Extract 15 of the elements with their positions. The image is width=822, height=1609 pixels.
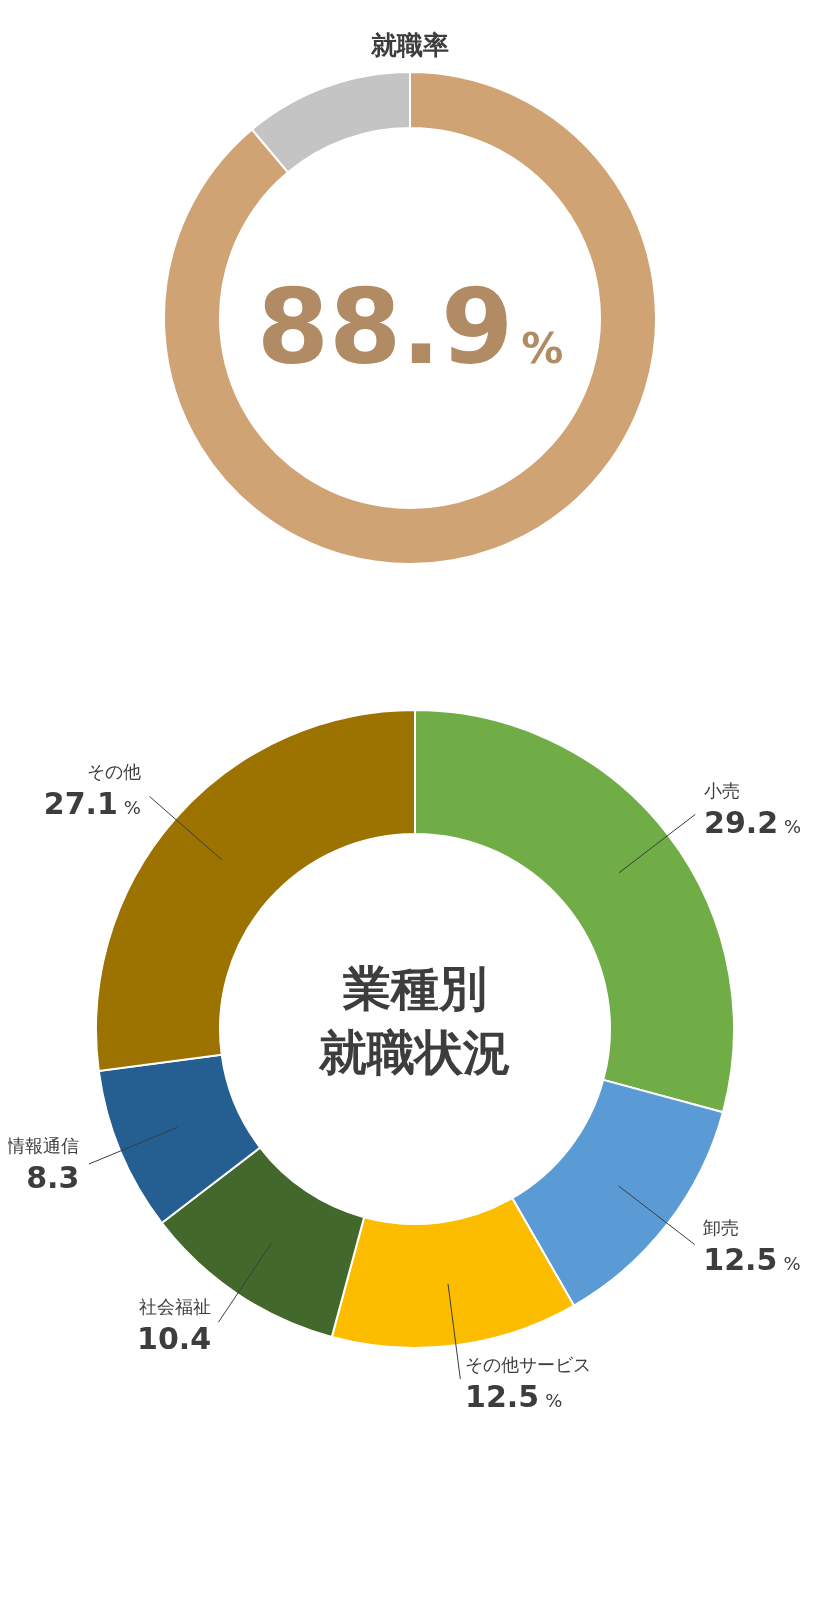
- text: 業種別就職状況: [318, 960, 511, 1080]
- slice-label: 小売: [704, 779, 741, 801]
- chart-title: 就職率: [370, 30, 449, 60]
- donut-slice: [163, 71, 657, 565]
- data-label: 12.5%: [465, 1379, 563, 1415]
- slice-label: その他: [86, 761, 141, 783]
- slice-label: 社会福祉: [139, 1296, 212, 1318]
- data-label: 8.3: [26, 1160, 80, 1196]
- data-label: 10.4: [137, 1321, 212, 1357]
- data-label: 27.1%: [43, 786, 141, 822]
- slice-label: その他サービス: [465, 1354, 592, 1376]
- slice-label: 卸売: [703, 1217, 740, 1239]
- data-label: 12.5%: [703, 1242, 801, 1278]
- data-label: 88.9%: [256, 266, 564, 388]
- data-label: 29.2%: [704, 804, 802, 840]
